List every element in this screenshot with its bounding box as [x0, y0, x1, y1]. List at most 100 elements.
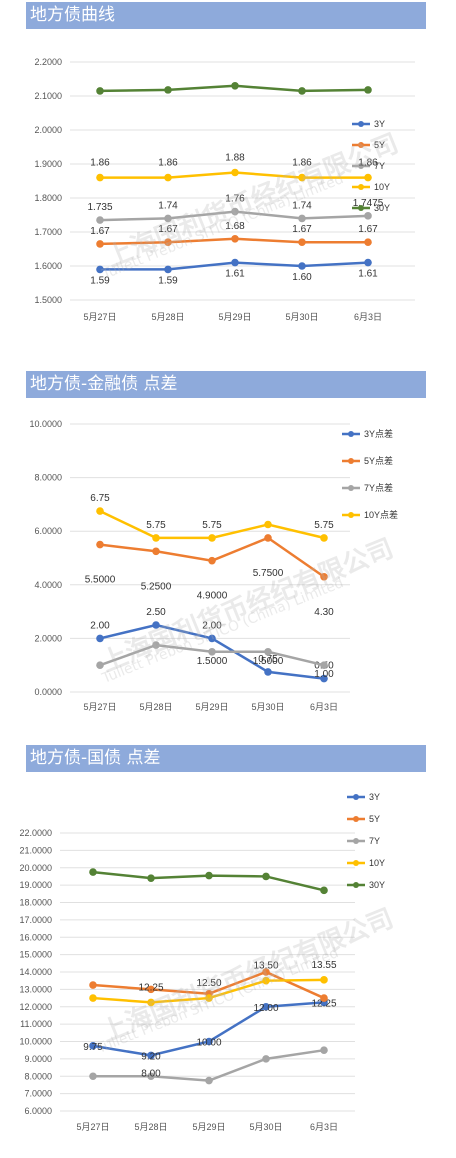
y-tick-label: 7.0000 — [24, 1089, 52, 1099]
x-tick-label: 6月3日 — [310, 1122, 338, 1132]
y-tick-label: 9.0000 — [24, 1054, 52, 1064]
legend-entry: 7Y — [369, 836, 380, 846]
data-point — [364, 173, 372, 182]
data-label: 5.2500 — [141, 581, 172, 592]
legend-marker — [358, 142, 364, 148]
data-label: 13.55 — [311, 960, 336, 971]
y-tick-label: 1.7000 — [34, 227, 62, 237]
data-point — [96, 216, 104, 224]
data-point — [262, 1055, 270, 1063]
y-tick-label: 10.0000 — [19, 1037, 52, 1047]
data-label: 1.00 — [314, 669, 334, 680]
data-point — [320, 572, 328, 581]
y-tick-label: 8.0000 — [34, 473, 62, 483]
legend-entry: 10Y点差 — [364, 509, 398, 520]
y-tick-label: 20.0000 — [19, 863, 52, 873]
legend-entry: 3Y — [369, 792, 380, 802]
data-point — [320, 674, 328, 683]
legend-entry: 7Y点差 — [364, 482, 393, 493]
legend-entry: 10Y — [374, 182, 390, 192]
data-label: 1.67 — [292, 224, 312, 235]
data-point — [89, 994, 97, 1002]
data-point — [208, 534, 216, 542]
data-label: 4.30 — [314, 607, 334, 618]
data-label: 1.61 — [358, 269, 378, 280]
data-point — [264, 648, 272, 656]
data-point — [262, 976, 270, 985]
legend-marker — [348, 431, 354, 437]
data-point — [364, 86, 372, 94]
y-tick-label: 4.0000 — [34, 580, 62, 590]
data-point — [231, 235, 239, 243]
data-label: 6.75 — [90, 493, 110, 504]
data-label: 1.67 — [158, 224, 178, 235]
data-point — [364, 212, 372, 220]
data-label: 1.67 — [90, 226, 110, 237]
data-point — [89, 868, 97, 876]
y-tick-label: 12.0000 — [19, 1002, 52, 1012]
y-tick-label: 19.0000 — [19, 880, 52, 890]
legend-entry: 10Y — [369, 858, 385, 868]
data-label: 2.00 — [90, 620, 110, 631]
data-point — [264, 520, 272, 529]
data-point — [320, 661, 328, 669]
data-point — [147, 985, 155, 994]
y-tick-label: 1.8000 — [34, 193, 62, 203]
legend-entry: 3Y点差 — [364, 428, 393, 439]
chart-1: 1.5000 1.6000 1.7000 1.8000 1.9000 2.0000 2.10… — [34, 57, 415, 322]
data-point — [262, 968, 270, 976]
data-label: 12.50 — [196, 978, 221, 989]
y-tick-label: 8.0000 — [24, 1071, 52, 1081]
data-label: 12.25 — [138, 982, 163, 993]
data-point — [205, 1076, 213, 1085]
data-label: 1.5000 — [253, 656, 284, 667]
data-point — [298, 214, 306, 223]
y-tick-label: 10.0000 — [29, 419, 62, 429]
legend-marker — [348, 512, 354, 518]
x-tick-label: 5月30日 — [249, 1122, 282, 1132]
data-label: 5.75 — [314, 520, 334, 531]
data-point — [205, 1037, 213, 1046]
legend-entry: 7Y — [374, 161, 385, 171]
data-point — [147, 1051, 155, 1060]
y-tick-label: 21.0000 — [19, 845, 52, 855]
data-label: 1.86 — [158, 158, 178, 169]
data-point — [164, 86, 172, 94]
y-tick-label: 22.0000 — [19, 828, 52, 838]
y-tick-label: 6.0000 — [34, 526, 62, 536]
data-point — [264, 668, 272, 676]
data-point — [364, 258, 372, 267]
chart-title-2: 地方债-金融债 点差 — [26, 371, 426, 398]
data-point — [262, 872, 270, 881]
data-point — [152, 534, 160, 542]
data-label: 1.60 — [292, 272, 312, 283]
data-label: 1.88 — [225, 153, 245, 164]
data-point — [231, 258, 239, 267]
data-label: 1.7475 — [353, 198, 384, 209]
legend-entry: 30Y — [369, 880, 385, 890]
x-tick-label: 5月28日 — [134, 1122, 167, 1132]
y-tick-label: 0.0000 — [34, 687, 62, 697]
y-tick-label: 2.0000 — [34, 633, 62, 643]
data-point — [96, 661, 104, 669]
data-label: 13.50 — [253, 961, 278, 972]
legend-marker — [353, 816, 359, 822]
legend-marker — [353, 882, 359, 888]
x-tick-label: 5月27日 — [83, 702, 116, 712]
legend-marker — [358, 205, 364, 211]
data-label: 1.67 — [358, 224, 378, 235]
x-tick-label: 5月30日 — [285, 312, 318, 322]
y-tick-label: 6.0000 — [24, 1106, 52, 1116]
y-tick-label: 11.0000 — [20, 1019, 52, 1029]
data-label: 1.76 — [225, 194, 245, 205]
y-tick-label: 1.6000 — [34, 261, 62, 271]
chart-3: 6.0000 7.0000 8.0000 9.0000 10.0000 11.0000 12… — [19, 792, 385, 1132]
legend-marker — [358, 121, 364, 127]
data-point — [164, 214, 172, 223]
legend-marker — [353, 838, 359, 844]
y-tick-label: 16.0000 — [19, 932, 52, 942]
x-tick-label: 5月29日 — [218, 312, 251, 322]
data-point — [264, 534, 272, 542]
data-label: 1.86 — [90, 158, 110, 169]
data-label: 4.9000 — [197, 591, 228, 602]
